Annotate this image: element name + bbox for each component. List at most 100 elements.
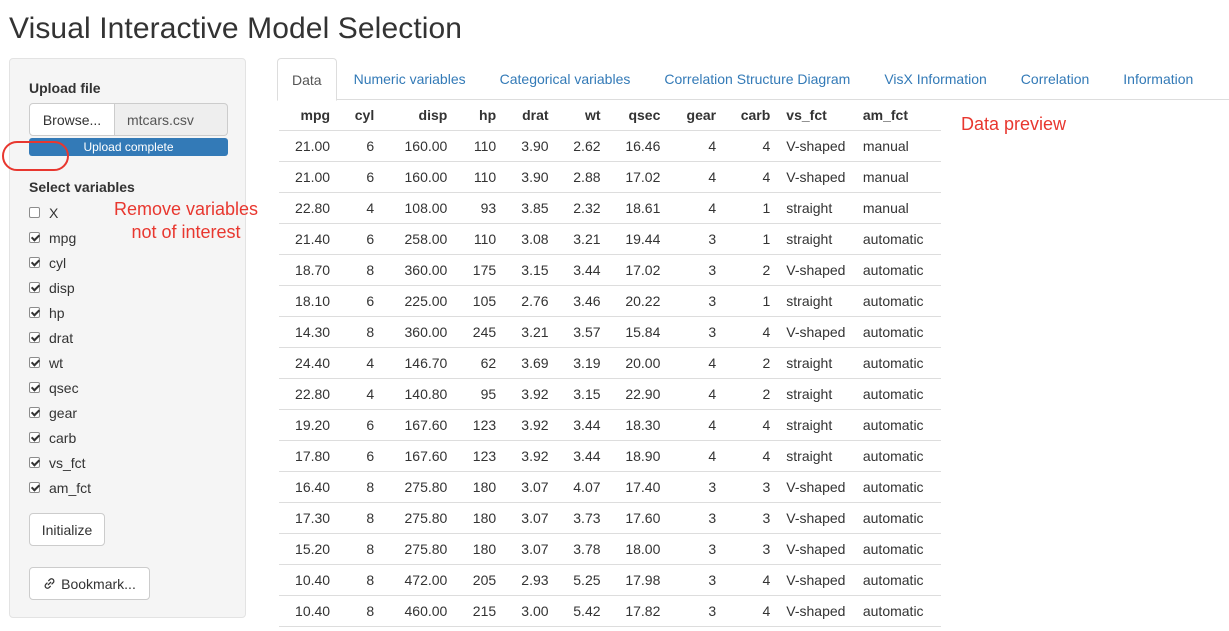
checkbox[interactable] bbox=[29, 282, 40, 293]
variable-checkbox-cyl[interactable]: cyl bbox=[29, 250, 229, 275]
column-header-hp[interactable]: hp bbox=[455, 100, 505, 131]
table-cell: 17.80 bbox=[279, 440, 339, 472]
variable-checkbox-carb[interactable]: carb bbox=[29, 425, 229, 450]
variable-checkbox-wt[interactable]: wt bbox=[29, 350, 229, 375]
variable-checkbox-qsec[interactable]: qsec bbox=[29, 375, 229, 400]
variable-checkbox-hp[interactable]: hp bbox=[29, 300, 229, 325]
tab-data[interactable]: Data bbox=[277, 58, 337, 101]
table-cell: automatic bbox=[854, 595, 941, 627]
checkbox[interactable] bbox=[29, 382, 40, 393]
table-cell: 3.07 bbox=[504, 471, 557, 503]
column-header-wt[interactable]: wt bbox=[556, 100, 609, 131]
column-header-disp[interactable]: disp bbox=[382, 100, 456, 131]
table-row: 16.40 8 275.80 180 3.07 4.07 17.40 3 3 V-shaped au… bbox=[279, 471, 941, 503]
table-cell: V-shaped bbox=[778, 502, 855, 534]
column-header-am_fct[interactable]: am_fct bbox=[854, 100, 941, 131]
checkbox[interactable] bbox=[29, 432, 40, 443]
table-cell: 3.07 bbox=[504, 502, 557, 534]
checkbox[interactable] bbox=[29, 482, 40, 493]
data-table: mpg cyl disp hp drat wt qsec gear carb vs_fct am_f… bbox=[279, 100, 941, 627]
tab-correlation-structure-diagram[interactable]: Correlation Structure Diagram bbox=[664, 71, 851, 87]
initialize-button[interactable]: Initialize bbox=[29, 513, 105, 546]
main-tabs: Data Numeric variables Categorical variabl… bbox=[277, 58, 1229, 101]
table-cell: 3 bbox=[668, 316, 725, 348]
table-cell: 3.07 bbox=[504, 533, 557, 565]
variable-label: am_fct bbox=[49, 479, 92, 496]
tab-correlation[interactable]: Correlation bbox=[1020, 71, 1090, 87]
column-header-gear[interactable]: gear bbox=[668, 100, 725, 131]
table-cell: 258.00 bbox=[382, 223, 456, 255]
variable-checkbox-am_fct[interactable]: am_fct bbox=[29, 475, 229, 500]
checkbox[interactable] bbox=[29, 257, 40, 268]
checkbox[interactable] bbox=[29, 232, 40, 243]
table-cell: 1 bbox=[724, 285, 779, 317]
bookmark-button[interactable]: Bookmark... bbox=[29, 567, 150, 600]
column-header-carb[interactable]: carb bbox=[724, 100, 779, 131]
column-header-vs_fct[interactable]: vs_fct bbox=[778, 100, 855, 131]
table-cell: V-shaped bbox=[778, 564, 855, 596]
table-cell: 275.80 bbox=[382, 533, 456, 565]
table-cell: 167.60 bbox=[382, 409, 456, 441]
column-header-qsec[interactable]: qsec bbox=[608, 100, 669, 131]
checkbox[interactable] bbox=[29, 407, 40, 418]
table-cell: 108.00 bbox=[382, 192, 456, 224]
file-input-group: Browse... mtcars.csv bbox=[29, 103, 228, 136]
table-row: 10.40 8 460.00 215 3.00 5.42 17.82 3 4 V-shaped au… bbox=[279, 595, 941, 627]
column-header-mpg[interactable]: mpg bbox=[279, 100, 339, 131]
table-cell: manual bbox=[854, 130, 941, 162]
variable-checkbox-vs_fct[interactable]: vs_fct bbox=[29, 450, 229, 475]
page-title: Visual Interactive Model Selection bbox=[9, 12, 463, 45]
annotation-line: not of interest bbox=[131, 222, 241, 242]
table-cell: 360.00 bbox=[382, 254, 456, 286]
variable-checkbox-mpg[interactable]: mpg bbox=[29, 225, 229, 250]
variable-checkbox-gear[interactable]: gear bbox=[29, 400, 229, 425]
checkbox[interactable] bbox=[29, 457, 40, 468]
tab-categorical-variables[interactable]: Categorical variables bbox=[499, 71, 631, 87]
table-cell: 3.44 bbox=[556, 440, 609, 472]
column-header-cyl[interactable]: cyl bbox=[338, 100, 383, 131]
table-cell: 105 bbox=[455, 285, 505, 317]
checkbox[interactable] bbox=[29, 207, 40, 218]
variable-checkbox-disp[interactable]: disp bbox=[29, 275, 229, 300]
table-cell: 8 bbox=[338, 533, 383, 565]
tab-numeric-variables[interactable]: Numeric variables bbox=[353, 71, 466, 87]
table-cell: automatic bbox=[854, 409, 941, 441]
table-cell: 6 bbox=[338, 223, 383, 255]
table-cell: 1 bbox=[724, 192, 779, 224]
table-row: 21.00 6 160.00 110 3.90 2.62 16.46 4 4 V-shaped ma… bbox=[279, 130, 941, 162]
browse-button[interactable]: Browse... bbox=[29, 103, 115, 136]
table-cell: 18.90 bbox=[608, 440, 669, 472]
table-cell: 160.00 bbox=[382, 161, 456, 193]
table-cell: automatic bbox=[854, 533, 941, 565]
table-cell: 4 bbox=[724, 316, 779, 348]
variable-label: gear bbox=[49, 404, 78, 421]
table-cell: 175 bbox=[455, 254, 505, 286]
table-cell: 4 bbox=[668, 161, 725, 193]
table-cell: 3.21 bbox=[556, 223, 609, 255]
table-cell: 24.40 bbox=[279, 347, 339, 379]
file-name-field[interactable]: mtcars.csv bbox=[115, 103, 228, 136]
tab-visx-information[interactable]: VisX Information bbox=[884, 71, 987, 87]
table-cell: automatic bbox=[854, 347, 941, 379]
variable-checkbox-x[interactable]: X bbox=[29, 200, 229, 225]
checkbox[interactable] bbox=[29, 307, 40, 318]
column-header-drat[interactable]: drat bbox=[504, 100, 557, 131]
table-cell: 180 bbox=[455, 502, 505, 534]
table-cell: 3 bbox=[724, 502, 779, 534]
table-cell: 95 bbox=[455, 378, 505, 410]
table-cell: 3.44 bbox=[556, 409, 609, 441]
table-cell: 6 bbox=[338, 130, 383, 162]
table-cell: 146.70 bbox=[382, 347, 456, 379]
table-cell: 3.92 bbox=[504, 378, 557, 410]
table-cell: automatic bbox=[854, 254, 941, 286]
table-cell: 110 bbox=[455, 161, 505, 193]
variable-label: cyl bbox=[49, 254, 67, 271]
table-header-row: mpg cyl disp hp drat wt qsec gear carb vs_fct am_f… bbox=[279, 100, 941, 131]
table-cell: 5.42 bbox=[556, 595, 609, 627]
table-cell: 3.19 bbox=[556, 347, 609, 379]
checkbox[interactable] bbox=[29, 357, 40, 368]
checkbox[interactable] bbox=[29, 332, 40, 343]
tab-information[interactable]: Information bbox=[1123, 71, 1194, 87]
variable-checkbox-drat[interactable]: drat bbox=[29, 325, 229, 350]
table-cell: 3 bbox=[668, 502, 725, 534]
